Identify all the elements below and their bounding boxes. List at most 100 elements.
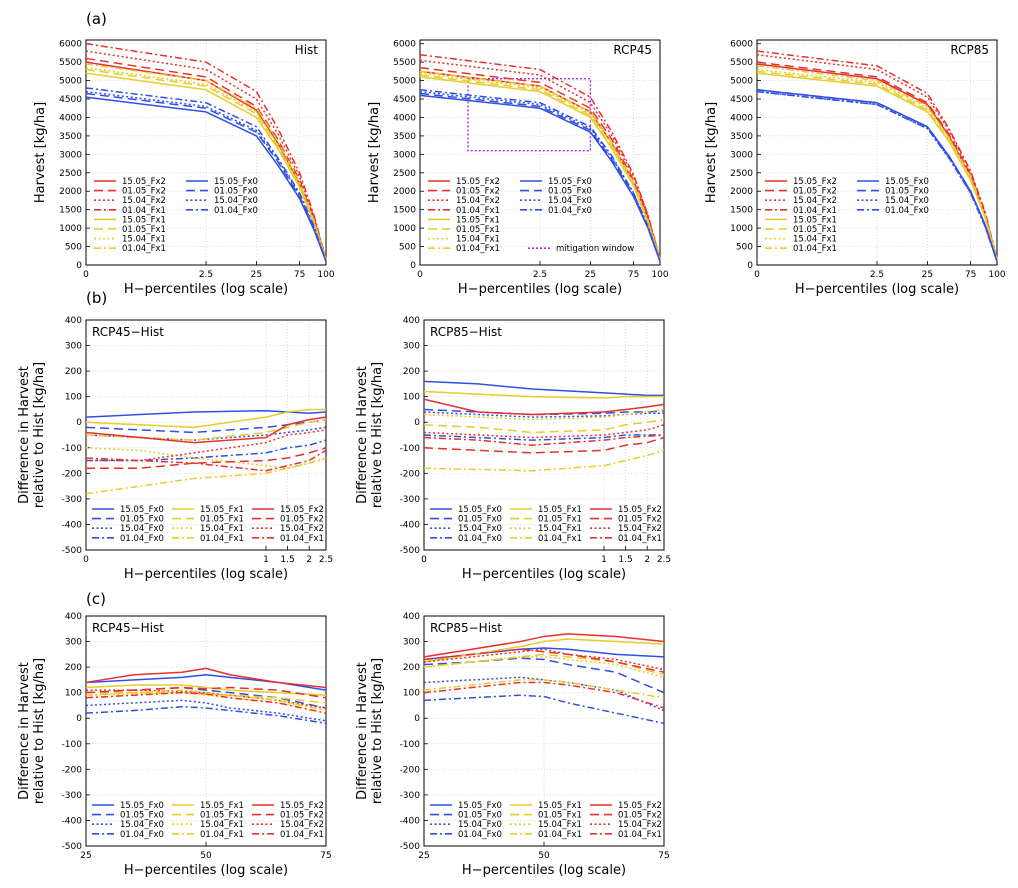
series-line-15.05_Fx1 — [423, 390, 664, 399]
y-tick-label: 1500 — [59, 206, 82, 216]
series-line-15.04_Fx2 — [423, 424, 665, 439]
y-tick-label: 3000 — [59, 150, 82, 160]
y-tick-label: 400 — [403, 316, 420, 326]
y-tick-label: -100 — [400, 444, 421, 454]
legend-label: 01.04_Fx0 — [214, 206, 258, 216]
legend-label: 01.05_Fx1 — [122, 225, 166, 235]
legend-label: 15.04_Fx2 — [280, 820, 324, 830]
x-tick-label: 25 — [922, 270, 933, 280]
legend-label: 01.05_Fx2 — [456, 187, 500, 197]
series-line-01.04_Fx1 — [756, 65, 998, 260]
x-tick-label: 100 — [651, 270, 668, 280]
legend-label: 15.04_Fx1 — [538, 820, 582, 830]
y-tick-label: 0 — [414, 418, 420, 428]
series-line-15.05_Fx2 — [423, 633, 665, 658]
legend-label: 15.04_Fx0 — [214, 196, 258, 206]
y-tick-label: 1000 — [393, 224, 416, 234]
series-line-01.04_Fx1 — [85, 689, 327, 712]
legend-label: 15.04_Fx1 — [122, 235, 166, 245]
y-tick-label: 5000 — [393, 77, 416, 87]
y-tick-label: 2500 — [59, 169, 82, 179]
legend-label: 01.04_Fx1 — [200, 534, 244, 544]
y-tick-label: 1000 — [59, 224, 82, 234]
y-tick-label: -300 — [400, 495, 421, 505]
y-tick-label: -400 — [62, 520, 83, 530]
chart-title: RCP45−Hist — [92, 621, 164, 635]
panel-label-b: (b) — [86, 289, 107, 307]
series-line-01.05_Fx1 — [423, 418, 665, 434]
chart-a-hist: 0500100015002000250030003500400045005000… — [33, 39, 335, 297]
y-tick-label: 100 — [65, 689, 82, 699]
y-tick-label: 2500 — [730, 169, 753, 179]
legend-label: 15.04_Fx1 — [793, 235, 837, 245]
series-line-01.05_Fx0 — [85, 92, 327, 262]
chart-title: RCP85 — [950, 43, 989, 57]
y-tick-label: 1000 — [730, 224, 753, 234]
chart-b-rcp85: -500 -400 -300 -200 -100 0 100 200 300 400 0 1 1.5 2 2… — [355, 316, 671, 582]
series-line-15.04_Fx0 — [85, 90, 327, 262]
chart-title: RCP45−Hist — [92, 325, 164, 339]
x-tick-label: 75 — [628, 270, 639, 280]
x-tick-label: 75 — [320, 851, 331, 861]
legend-label: 01.04_Fx1 — [793, 244, 837, 254]
chart-title: RCP45 — [613, 43, 652, 57]
legend-label: 15.05_Fx0 — [458, 505, 502, 515]
legend-label: 15.04_Fx2 — [122, 196, 166, 206]
series-line-01.04_Fx1 — [423, 449, 665, 472]
legend-label: 01.04_Fx1 — [122, 206, 166, 216]
series-line-01.04_Fx0 — [85, 705, 327, 725]
y-tick-label: 100 — [403, 689, 420, 699]
legend-label: 15.04_Fx0 — [458, 524, 502, 534]
series-line-01.05_Fx2 — [756, 61, 998, 260]
y-axis-label-line2: relative to Hist [kg/ha] — [370, 362, 385, 508]
legend-label: 15.04_Fx2 — [280, 524, 324, 534]
y-tick-label: 2000 — [59, 187, 82, 197]
y-axis-label-line2: relative to Hist [kg/ha] — [32, 362, 47, 508]
legend-label: 01.04_Fx1 — [618, 830, 662, 840]
legend-label: 01.04_Fx1 — [200, 830, 244, 840]
legend-label: 01.05_Fx2 — [280, 515, 324, 525]
legend-label: 15.04_Fx1 — [200, 820, 244, 830]
mitigation-window — [467, 78, 592, 152]
legend-label: 01.05_Fx2 — [793, 187, 837, 197]
x-tick-label: 2.5 — [199, 270, 213, 280]
legend-label-mitigation: mitigation window — [556, 244, 634, 254]
y-axis-label-line1: Difference in Harvest — [355, 662, 370, 800]
legend-label: 01.05_Fx1 — [456, 225, 500, 235]
legend-label: 01.04_Fx1 — [280, 830, 324, 840]
x-axis-label: H−percentiles (log scale) — [795, 282, 959, 297]
legend-label: 01.04_Fx0 — [120, 830, 164, 840]
y-tick-label: 200 — [403, 367, 420, 377]
y-tick-label: 0 — [747, 261, 753, 271]
legend-label: 01.04_Fx0 — [458, 534, 502, 544]
x-tick-label: 2 — [306, 555, 312, 565]
legend-label: 01.05_Fx2 — [618, 515, 662, 525]
series-line-01.04_Fx1 — [423, 681, 665, 709]
legend-label: 01.05_Fx0 — [120, 515, 164, 525]
x-tick-label: 1.5 — [618, 555, 632, 565]
series-line-15.04_Fx1 — [423, 408, 665, 421]
legend-label: 01.04_Fx0 — [885, 206, 929, 216]
series-line-01.05_Fx2 — [86, 447, 327, 469]
y-tick-label: 400 — [65, 316, 82, 326]
legend-label: 01.05_Fx0 — [458, 811, 502, 821]
legend-label: 15.05_Fx0 — [885, 177, 929, 187]
x-tick-label: 2 — [644, 555, 650, 565]
y-tick-label: -400 — [62, 816, 83, 826]
series-line-15.04_Fx1 — [85, 447, 327, 469]
series-line-01.04_Fx1 — [756, 50, 998, 260]
y-tick-label: 500 — [65, 243, 82, 253]
x-tick-label: 0 — [83, 555, 89, 565]
legend-label: 15.04_Fx1 — [200, 524, 244, 534]
y-tick-label: -200 — [62, 765, 83, 775]
legend-label: 15.05_Fx1 — [456, 215, 500, 225]
y-tick-label: 5000 — [730, 77, 753, 87]
series-line-01.04_Fx0 — [423, 694, 665, 725]
legend-label: 01.04_Fx1 — [538, 830, 582, 840]
y-tick-label: 100 — [403, 393, 420, 403]
series-line-01.04_Fx1 — [85, 63, 327, 260]
y-axis-label: Difference in Harvestrelative to Hist [k… — [17, 362, 47, 508]
legend-label: 15.05_Fx0 — [458, 801, 502, 811]
y-tick-label: 4000 — [730, 113, 753, 123]
y-tick-label: 0 — [410, 261, 416, 271]
